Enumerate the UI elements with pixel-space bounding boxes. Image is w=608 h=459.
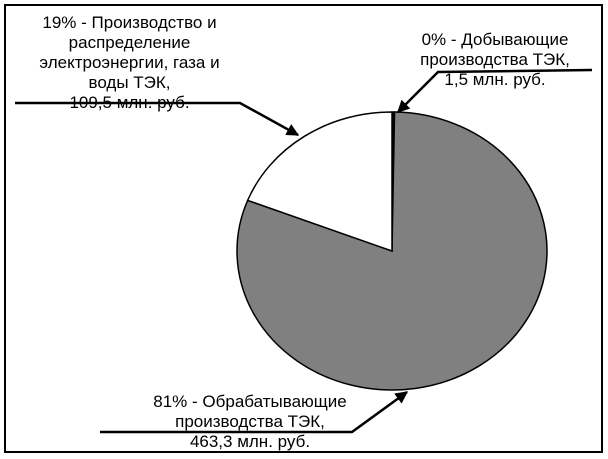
leader-line	[397, 68, 593, 113]
slice-label: 81% - Обрабатывающие производства ТЭК, 4…	[135, 392, 365, 452]
leader-line	[100, 390, 409, 434]
value-label: 463,3 млн. руб.	[189, 432, 311, 451]
value-label: 1,5 млн. руб.	[444, 70, 546, 89]
slice-label: 19% - Производство и распределение элект…	[22, 13, 237, 113]
percent-label: 19% -	[42, 13, 87, 32]
slice-label: 0% - Добывающие производства ТЭК, 1,5 мл…	[395, 30, 595, 90]
frame	[4, 4, 603, 453]
value-label: 109,5 млн. руб.	[69, 93, 190, 112]
category-label: Добывающие производства ТЭК,	[420, 30, 570, 69]
category-label: Обрабатывающие производства ТЭК,	[175, 392, 347, 431]
pie-slice	[246, 111, 393, 253]
leader-line	[15, 101, 300, 137]
percent-label: 81% -	[153, 392, 198, 411]
category-label: Производство и распределение электроэнер…	[39, 13, 220, 92]
percent-label: 0% -	[421, 30, 457, 49]
